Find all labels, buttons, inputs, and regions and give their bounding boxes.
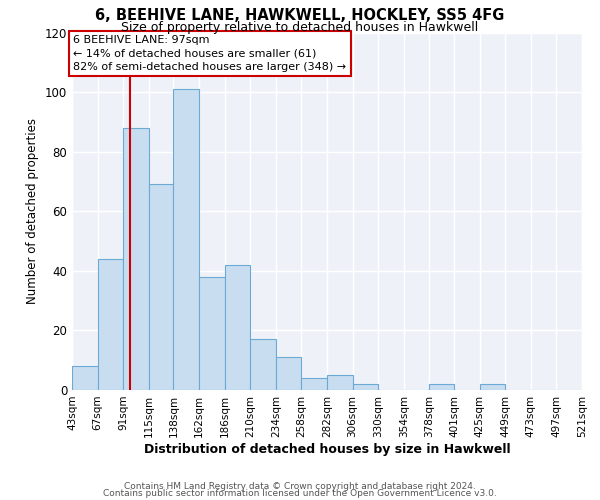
Bar [430,384,454,390]
Bar [199,277,224,390]
Text: Contains public sector information licensed under the Open Government Licence v3: Contains public sector information licen… [103,489,497,498]
Y-axis label: Number of detached properties: Number of detached properties [26,118,39,304]
Bar [149,184,173,390]
Bar [250,340,276,390]
Bar [98,259,123,390]
X-axis label: Distribution of detached houses by size in Hawkwell: Distribution of detached houses by size … [143,442,511,456]
Text: 6, BEEHIVE LANE, HAWKWELL, HOCKLEY, SS5 4FG: 6, BEEHIVE LANE, HAWKWELL, HOCKLEY, SS5 … [95,8,505,22]
Text: Size of property relative to detached houses in Hawkwell: Size of property relative to detached ho… [121,21,479,34]
Bar [173,89,199,390]
Bar [224,265,250,390]
Text: Contains HM Land Registry data © Crown copyright and database right 2024.: Contains HM Land Registry data © Crown c… [124,482,476,491]
Bar [72,366,98,390]
Bar [327,375,353,390]
Bar [479,384,505,390]
Text: 6 BEEHIVE LANE: 97sqm
← 14% of detached houses are smaller (61)
82% of semi-deta: 6 BEEHIVE LANE: 97sqm ← 14% of detached … [73,36,346,72]
Bar [276,357,301,390]
Bar [301,378,327,390]
Bar [353,384,378,390]
Bar [123,128,149,390]
